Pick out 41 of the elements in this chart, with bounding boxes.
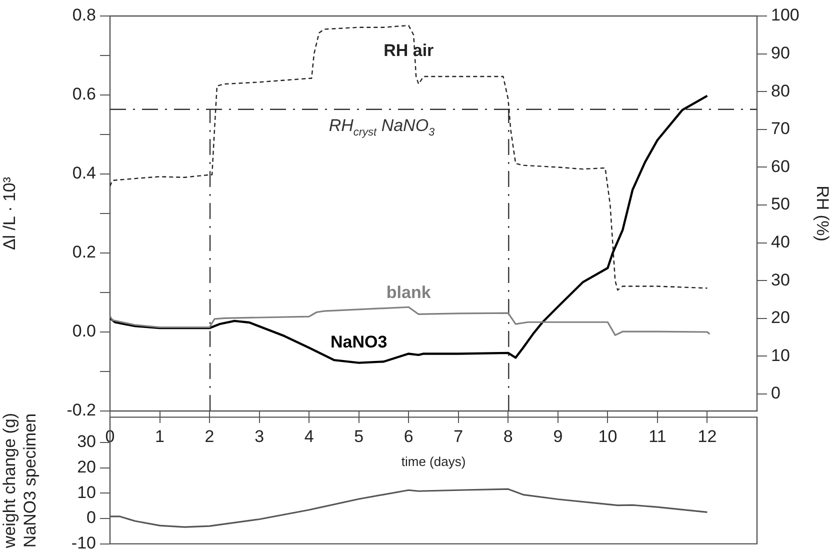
x-tick-label: 7: [454, 426, 464, 446]
y-tick-label: 10: [77, 482, 96, 502]
series-label: NaNO3: [330, 332, 388, 352]
y-axis-title: weight change (g) NaNO3 specimen: [0, 412, 40, 550]
y2-tick-label: 70: [771, 119, 790, 138]
y-tick-label: -10: [71, 533, 96, 552]
y2-tick-label: 50: [771, 194, 790, 214]
x-tick-label: 3: [254, 426, 264, 446]
y-tick-label: 30: [77, 432, 96, 452]
y-axis-title: Δl /L · 10³: [0, 176, 19, 250]
x-tick-label: 12: [698, 426, 717, 446]
x-tick-label: 2: [204, 426, 214, 446]
y-tick-label: 0.6: [72, 84, 96, 104]
y-tick-label: 20: [77, 458, 96, 477]
y2-axis-title: RH (%): [813, 186, 832, 242]
x-tick-label: 4: [304, 426, 314, 446]
x-axis-title: time (days): [401, 454, 466, 469]
x-tick-label: 1: [155, 426, 165, 446]
y2-tick-label: 20: [771, 308, 790, 328]
y2-tick-label: 0: [771, 384, 780, 403]
x-tick-label: 6: [404, 426, 414, 446]
x-tick-label: 11: [648, 426, 666, 446]
y2-tick-label: 80: [771, 81, 790, 100]
y2-tick-label: 60: [771, 156, 790, 176]
x-tick-label: 9: [553, 426, 563, 446]
y-tick-label: 0.8: [72, 6, 96, 25]
y2-tick-label: 40: [771, 232, 790, 252]
y-tick-label: 0.4: [72, 164, 96, 183]
y-tick-label: 0: [86, 508, 96, 528]
x-tick-label: 8: [503, 426, 513, 446]
y2-tick-label: 10: [771, 346, 790, 365]
y-tick-label: 0.2: [72, 242, 96, 262]
y-tick-label: -0.2: [66, 400, 96, 420]
series-label: RH air: [384, 41, 434, 60]
x-tick-label: 5: [354, 426, 364, 446]
series-label: blank: [386, 282, 432, 302]
y2-tick-label: 30: [771, 270, 790, 290]
y2-tick-label: 90: [771, 43, 790, 62]
y2-tick-label: 100: [771, 6, 800, 25]
y-tick-label: 0.0: [72, 322, 96, 341]
x-tick-label: 10: [598, 426, 618, 446]
